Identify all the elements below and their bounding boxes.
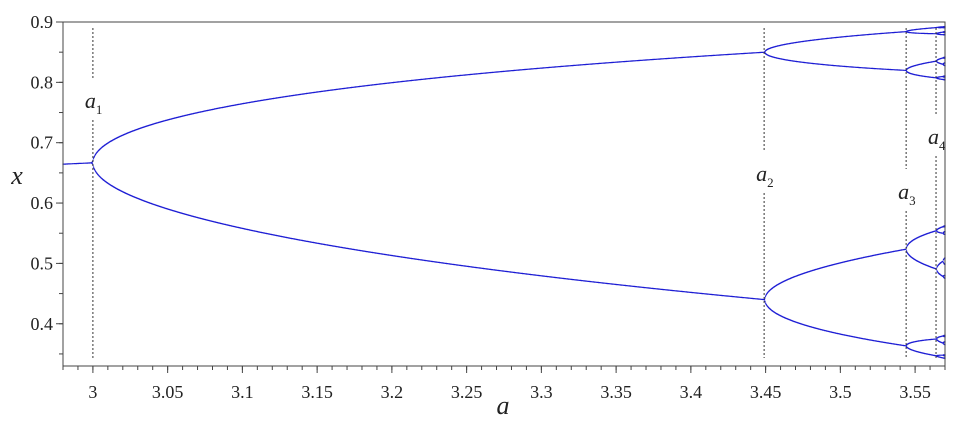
x-tick-label: 3.25	[451, 382, 483, 402]
x-tick-label: 3.5	[829, 382, 852, 402]
y-axis: 0.4 0.5 0.6 0.7 0.8 0.9	[31, 12, 63, 355]
x-tick-label: 3.2	[381, 382, 404, 402]
bifurcation-points	[62, 25, 946, 359]
marker-label-subscript: 3	[909, 193, 916, 208]
x-tick-label: 3.35	[600, 382, 632, 402]
y-tick-label: 0.7	[31, 133, 54, 153]
attractor-branches	[62, 25, 946, 359]
x-tick-label: 3.3	[530, 382, 553, 402]
marker-label-base: a	[898, 179, 909, 204]
x-tick-label: 3	[88, 382, 97, 402]
x-axis: 3 3.05 3.1 3.15 3.2 3.25 3.3 3.35 3.4 3.45 3.5 3.55	[62, 366, 946, 402]
marker-label: a4	[928, 124, 946, 153]
y-tick-label: 0.5	[31, 253, 54, 273]
x-tick-label: 3.4	[680, 382, 703, 402]
marker-label: a3	[898, 179, 916, 208]
y-tick-label: 0.8	[31, 72, 54, 92]
marker-label: a2	[756, 161, 774, 190]
marker-label-subscript: 1	[96, 102, 103, 117]
x-tick-label: 3.45	[750, 382, 782, 402]
y-tick-label: 0.9	[31, 12, 54, 32]
y-tick-label: 0.6	[31, 193, 54, 213]
x-tick-label: 3.1	[231, 382, 254, 402]
plot-frame	[62, 21, 946, 367]
x-tick-label: 3.05	[152, 382, 184, 402]
marker-label-base: a	[756, 161, 767, 186]
x-tick-label: 3.15	[301, 382, 333, 402]
y-axis-label: x	[10, 161, 23, 190]
marker-label-base: a	[928, 124, 939, 149]
x-tick-label: 3.55	[899, 382, 931, 402]
marker-label: a1	[85, 88, 103, 117]
marker-label-subscript: 2	[767, 175, 774, 190]
marker-label-subscript: 4	[939, 138, 946, 153]
marker-label-base: a	[85, 88, 96, 113]
y-tick-label: 0.4	[31, 314, 54, 334]
x-axis-label: a	[497, 391, 510, 420]
